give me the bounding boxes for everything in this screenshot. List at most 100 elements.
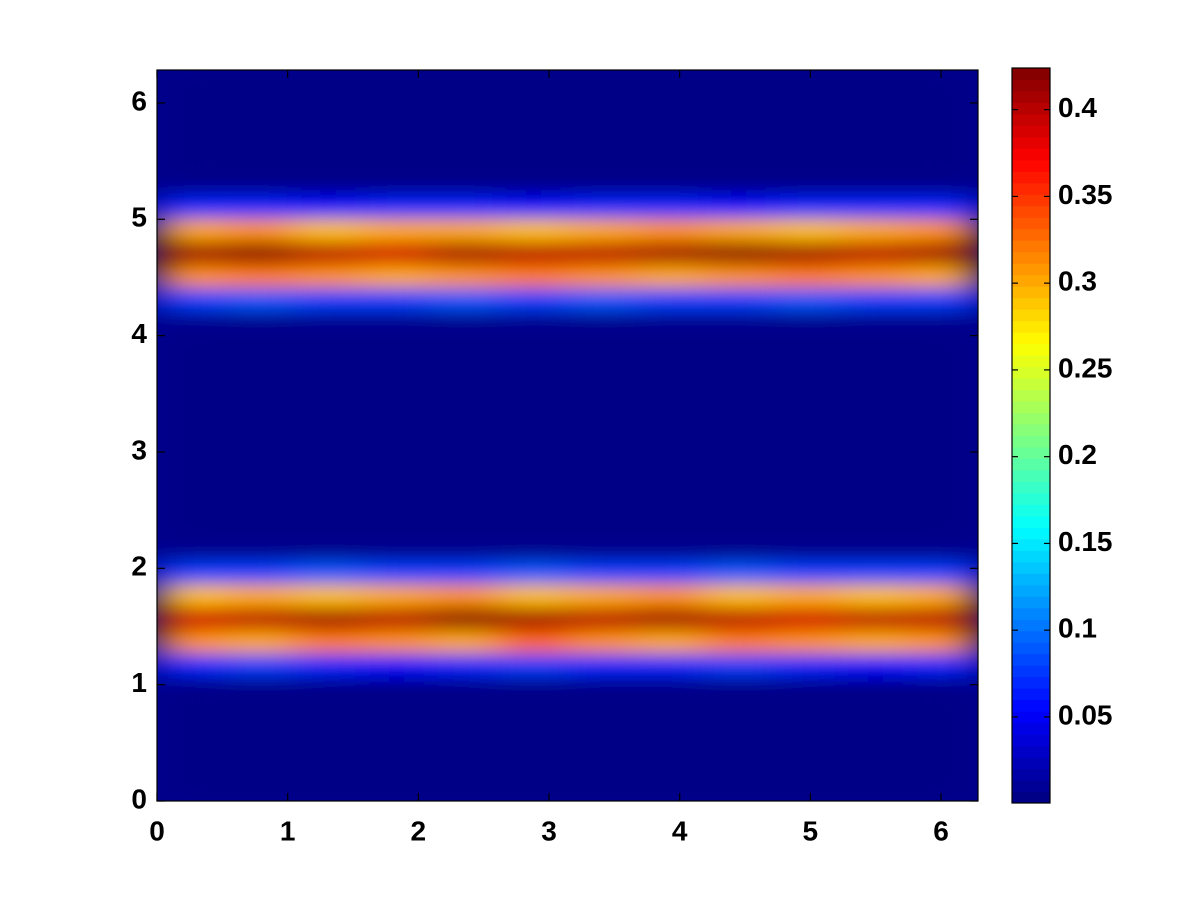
heatmap-cell: [635, 195, 705, 219]
heatmap-cell: [635, 332, 705, 357]
heatmap-cell: [362, 698, 432, 722]
colorbar-stripe: [1012, 481, 1050, 494]
heatmap-cell: [362, 332, 432, 357]
heatmap-cell: [430, 538, 500, 562]
heatmap-cell: [430, 81, 500, 105]
heatmap-cell: [499, 149, 568, 174]
heatmap-cell: [772, 606, 842, 631]
heatmap-cell: [430, 332, 500, 357]
heatmap-cell: [362, 538, 432, 562]
heatmap-cell: [157, 309, 226, 334]
heatmap-cell: [293, 446, 363, 471]
heatmap-cell: [567, 721, 637, 745]
heatmap-cell: [909, 538, 978, 562]
colorbar-stripe: [1012, 90, 1050, 103]
colorbar-stripe: [1012, 446, 1050, 459]
heatmap-cell: [704, 172, 774, 197]
colorbar-stripe: [1012, 401, 1050, 414]
colorbar-stripe: [1012, 688, 1050, 701]
heatmap-cell: [704, 355, 774, 379]
heatmap-cell: [909, 127, 978, 151]
heatmap-cell: [157, 81, 226, 105]
heatmap-cell: [293, 675, 363, 699]
heatmap-cell: [362, 675, 432, 699]
heatmap-cell: [567, 264, 637, 288]
heatmap-cell: [841, 515, 911, 539]
heatmap-cell: [430, 789, 500, 801]
heatmap-cell: [293, 743, 363, 768]
heatmap-cell: [635, 127, 705, 151]
heatmap-cell: [841, 698, 911, 722]
heatmap-cell: [499, 698, 568, 722]
heatmap-cell: [841, 789, 911, 801]
colorbar-stripe: [1012, 332, 1050, 345]
heatmap-cell: [841, 195, 911, 219]
heatmap-cell: [430, 309, 500, 334]
heatmap-cell: [430, 241, 500, 265]
heatmap-cell: [430, 172, 500, 197]
heatmap-cell: [841, 378, 911, 402]
heatmap-cell: [772, 70, 842, 82]
colorbar-stripe: [1012, 274, 1050, 287]
heatmap-cell: [841, 584, 911, 608]
heatmap-cell: [704, 309, 774, 334]
heatmap-cell: [635, 675, 705, 699]
heatmap-cell: [157, 355, 226, 379]
heatmap-cell: [841, 469, 911, 494]
heatmap-cell: [909, 309, 978, 334]
heatmap-cell: [362, 104, 432, 128]
heatmap-cell: [567, 309, 637, 334]
colorbar-stripe: [1012, 642, 1050, 655]
heatmap-cell: [772, 675, 842, 699]
heatmap-cell: [704, 286, 774, 311]
heatmap-cell: [430, 721, 500, 745]
heatmap-cell: [772, 286, 842, 311]
colorbar-stripe: [1012, 79, 1050, 92]
heatmap-cell: [704, 127, 774, 151]
heatmap-cell: [293, 149, 363, 174]
heatmap-cell: [157, 721, 226, 745]
heatmap-cell: [909, 584, 978, 608]
colorbar-tick-label: 0.15: [1058, 526, 1113, 557]
heatmap-cell: [499, 743, 568, 768]
heatmap-cell: [635, 286, 705, 311]
heatmap-cell: [772, 789, 842, 801]
heatmap-cell: [704, 378, 774, 402]
colorbar-stripe: [1012, 102, 1050, 115]
y-tick-label: 6: [131, 85, 147, 116]
heatmap-cell: [909, 789, 978, 801]
heatmap-cell: [362, 218, 432, 242]
heatmap-cell: [362, 743, 432, 768]
heatmap-cell: [909, 355, 978, 379]
heatmap-cell: [909, 195, 978, 219]
heatmap-cell: [293, 401, 363, 425]
heatmap-cell: [293, 286, 363, 311]
heatmap-cell: [567, 127, 637, 151]
heatmap-cell: [704, 766, 774, 791]
heatmap-cell: [841, 424, 911, 448]
heatmap-cell: [635, 743, 705, 768]
heatmap-cell: [841, 629, 911, 654]
heatmap-cell: [225, 743, 295, 768]
colorbar-stripe: [1012, 435, 1050, 448]
heatmap-cell: [293, 606, 363, 631]
heatmap-cell: [635, 584, 705, 608]
colorbar-stripe: [1012, 791, 1050, 804]
colorbar-stripe: [1012, 194, 1050, 207]
heatmap-cell: [293, 424, 363, 448]
heatmap-cell: [704, 492, 774, 516]
heatmap-cell: [499, 355, 568, 379]
heatmap-cell: [499, 652, 568, 676]
heatmap-cell: [430, 70, 500, 82]
heatmap-cell: [635, 652, 705, 676]
colorbar-stripe: [1012, 780, 1050, 793]
heatmap-cell: [157, 492, 226, 516]
colorbar-stripe: [1012, 596, 1050, 609]
heatmap-cell: [772, 127, 842, 151]
heatmap-cell: [225, 789, 295, 801]
heatmap-cell: [635, 721, 705, 745]
colorbar-stripe: [1012, 757, 1050, 770]
heatmap-cell: [909, 378, 978, 402]
heatmap-cell: [362, 309, 432, 334]
heatmap-cell: [362, 241, 432, 265]
